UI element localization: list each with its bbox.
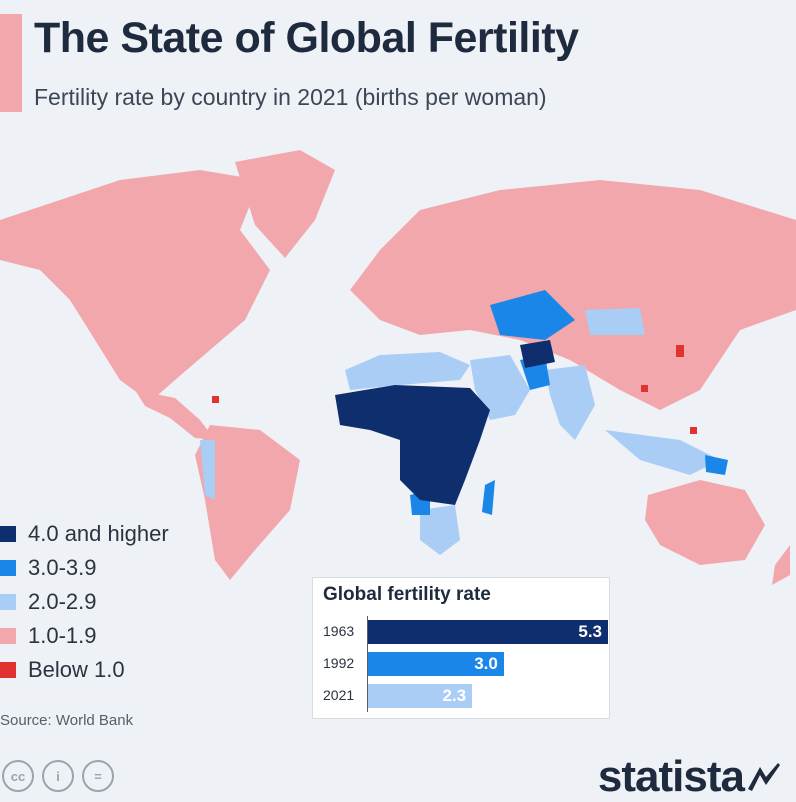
map-greenland [235, 150, 335, 258]
legend-item: Below 1.0 [0, 653, 169, 687]
bar-value-label: 2.3 [442, 686, 467, 705]
bar-value-label: 3.0 [474, 654, 498, 673]
bar: 3.0 [368, 652, 504, 676]
map-mid-fertility-regions [200, 308, 720, 555]
map-north-africa [345, 352, 470, 390]
map-middle-east [470, 355, 530, 420]
legend-item: 2.0-2.9 [0, 585, 169, 619]
no-derivatives-icon[interactable]: = [82, 760, 114, 792]
map-north-america [0, 170, 270, 402]
legend-swatch [0, 628, 16, 644]
bar-row: 1992 3.0 [313, 648, 609, 680]
page-title: The State of Global Fertility [34, 14, 579, 62]
map-legend: 4.0 and higher 3.0-3.9 2.0-2.9 1.0-1.9 B… [0, 517, 169, 687]
page-subtitle: Fertility rate by country in 2021 (birth… [34, 84, 547, 110]
bar-category-label: 1963 [323, 623, 355, 639]
chart-axis [367, 648, 368, 680]
legend-label: 1.0-1.9 [28, 623, 97, 648]
map-papua [705, 455, 728, 475]
map-new-zealand [772, 545, 790, 585]
chart-axis [367, 616, 368, 648]
bar-row: 2021 2.3 [313, 680, 609, 712]
legend-swatch [0, 662, 16, 678]
license-badges: cc i = [2, 760, 114, 792]
legend-item: 1.0-1.9 [0, 619, 169, 653]
bar: 2.3 [368, 684, 473, 708]
map-low-fertility-regions [0, 150, 796, 585]
bar: 5.3 [368, 620, 608, 644]
legend-swatch [0, 560, 16, 576]
bar-category-label: 1992 [323, 655, 355, 671]
legend-item: 3.0-3.9 [0, 551, 169, 585]
map-south-america [195, 425, 300, 580]
global-fertility-chart: Global fertility rate 1963 5.3 1992 3.0 … [312, 577, 610, 719]
chart-title: Global fertility rate [323, 584, 491, 605]
map-very-high-fertility-regions [335, 340, 555, 505]
map-madagascar [482, 480, 495, 515]
legend-label: 4.0 and higher [28, 521, 169, 546]
chart-axis [367, 680, 368, 712]
map-afghanistan [520, 340, 555, 368]
map-southern-africa [420, 505, 460, 555]
map-central-asia-high [490, 290, 575, 340]
map-eurasia [350, 180, 796, 410]
legend-label: 2.0-2.9 [28, 589, 97, 614]
statista-logo[interactable]: statista [598, 752, 784, 802]
legend-swatch [0, 526, 16, 542]
map-south-korea [676, 345, 684, 357]
map-australia [645, 480, 765, 565]
attribution-icon[interactable]: i [42, 760, 74, 792]
map-hong-kong [641, 385, 648, 392]
bar-value-label: 5.3 [578, 622, 602, 641]
cc-license-icon[interactable]: cc [2, 760, 34, 792]
brand-name: statista [597, 752, 745, 801]
legend-swatch [0, 594, 16, 610]
map-andes [200, 440, 215, 500]
bar-row: 1963 5.3 [313, 616, 609, 648]
map-sub-saharan-africa [335, 385, 490, 505]
map-south-asia [545, 365, 595, 440]
map-southeast-asia [605, 430, 720, 475]
world-map [0, 150, 796, 585]
statista-logo-icon [748, 763, 780, 791]
source-note: Source: World Bank [0, 712, 134, 729]
legend-label: 3.0-3.9 [28, 555, 97, 580]
map-mexico [135, 390, 215, 440]
map-marshall-area [690, 427, 697, 434]
map-below-one-regions [212, 345, 697, 434]
legend-label: Below 1.0 [28, 657, 125, 682]
bar-category-label: 2021 [323, 687, 355, 703]
map-central-asia [585, 308, 645, 335]
legend-item: 4.0 and higher [0, 517, 169, 551]
map-puerto-rico [212, 396, 219, 403]
title-accent-bar [0, 14, 22, 112]
